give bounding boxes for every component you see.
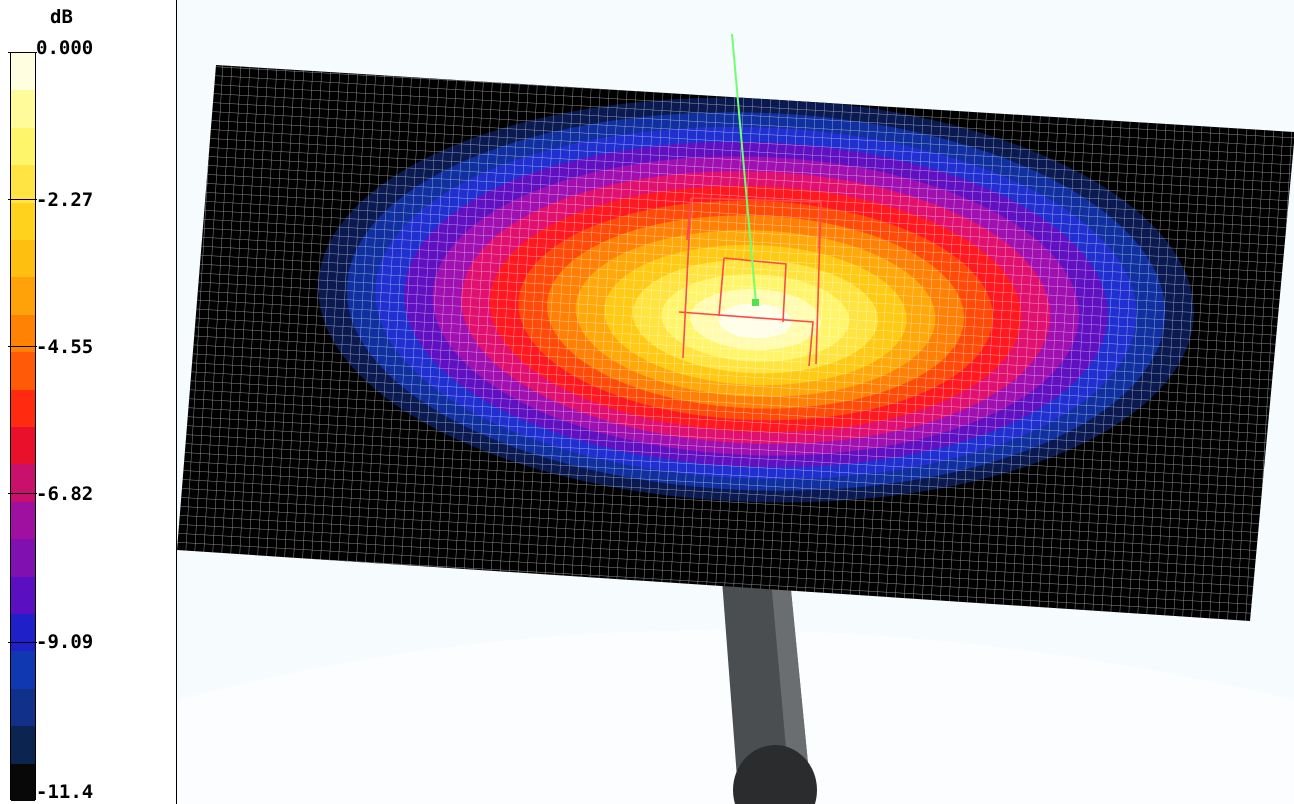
- mount-post-end: [733, 745, 817, 804]
- colorbar-tick: [8, 346, 37, 347]
- legend-unit-label: dB: [50, 6, 73, 28]
- colorbar-label: -2.27: [36, 189, 94, 211]
- colorbar-band: [11, 651, 35, 690]
- colorbar-band: [11, 352, 35, 391]
- colorbar-band: [11, 726, 35, 765]
- colorbar-tick: [8, 52, 37, 53]
- colorbar-tick: [8, 199, 37, 200]
- colorbar-label: -6.82: [36, 483, 94, 505]
- colorbar-legend: dB 0.000 -2.27 -4.55 -6.82 -9.09 -11.4: [0, 0, 176, 804]
- colorbar-band: [11, 539, 35, 578]
- colorbar-band: [11, 314, 35, 353]
- colorbar-tick: [8, 642, 37, 643]
- colorbar-band: [11, 53, 35, 91]
- colorbar-band: [11, 389, 35, 428]
- colorbar-label: -4.55: [36, 336, 94, 358]
- colorbar-band: [11, 501, 35, 540]
- colorbar-band: [11, 688, 35, 727]
- colorbar-band: [11, 165, 35, 204]
- colorbar-band: [11, 240, 35, 278]
- vector-origin-marker: [752, 299, 759, 306]
- colorbar: [10, 52, 36, 802]
- colorbar-band: [11, 763, 35, 802]
- colorbar-label: -9.09: [36, 631, 94, 653]
- colorbar-band: [11, 202, 35, 241]
- colorbar-band: [11, 127, 35, 166]
- colorbar-band: [11, 90, 35, 129]
- colorbar-label-min: -11.4: [36, 781, 94, 803]
- field-scene: [177, 33, 1294, 804]
- colorbar-label-max: 0.000: [36, 37, 94, 59]
- colorbar-band: [11, 464, 35, 503]
- colorbar-band: [11, 614, 35, 652]
- field-vector: [731, 33, 757, 304]
- colorbar-band: [11, 576, 35, 615]
- colorbar-band: [11, 277, 35, 316]
- probe-wireframe: [678, 197, 822, 367]
- colorbar-band: [11, 427, 35, 465]
- mount-post-highlight: [771, 580, 812, 804]
- measurement-grid: [177, 65, 1294, 621]
- colorbar-tick: [8, 493, 37, 494]
- 3d-viewport[interactable]: [176, 0, 1294, 804]
